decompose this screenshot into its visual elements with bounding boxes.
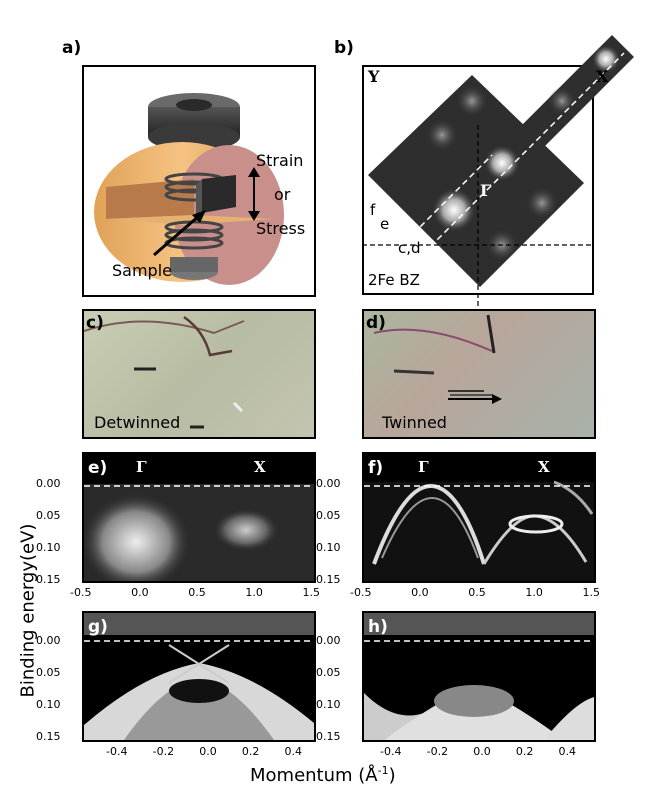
panel-f-gamma: Γ	[418, 458, 429, 476]
x-tick: 0.0	[411, 586, 429, 599]
gamma-label: Γ	[480, 181, 492, 200]
x-axis-title: Momentum (Å-1)	[250, 764, 396, 786]
y-ticks-h: 0.00 0.05 0.10 0.15	[316, 635, 341, 763]
panel-c-letter: c)	[86, 313, 104, 333]
x-tick: -0.4	[106, 745, 128, 758]
x-ticks-f: -0.5 0.0 0.5 1.0 1.5	[350, 586, 600, 599]
panel-f-letter: f)	[368, 458, 384, 478]
x-tick: 0.2	[241, 745, 260, 758]
y-tick: 0.10	[36, 698, 61, 711]
y-tick: 0.15	[36, 730, 61, 743]
x-tick: 1.0	[245, 586, 263, 599]
bz-label: 2Fe BZ	[368, 271, 420, 289]
panel-g-spectrum	[84, 613, 314, 740]
y-tick: 0.00	[316, 477, 341, 490]
sample-holder-illustration	[94, 93, 284, 285]
x-ticks-e: -0.5 0.0 0.5 1.0 1.5	[70, 586, 320, 599]
x-tick: -0.2	[152, 745, 175, 758]
y-tick: 0.05	[36, 509, 61, 522]
panel-b-letter: b)	[334, 38, 354, 58]
panel-e-spectrum	[84, 484, 314, 581]
panel-a-letter: a)	[62, 38, 82, 58]
y-tick: 0.05	[316, 666, 341, 679]
x-tick: 0.4	[558, 745, 577, 758]
panel-b-frame: Y M X Γ f e c,d 2Fe BZ	[362, 35, 634, 361]
x-tick: -0.5	[350, 586, 372, 599]
panel-f-frame: f) Γ X	[362, 452, 596, 583]
X-label: X	[596, 67, 609, 86]
x-tick: 0.0	[199, 745, 217, 758]
x-tick: 0.2	[515, 745, 534, 758]
panel-h-letter: h)	[368, 617, 388, 637]
cd-label: c,d	[398, 239, 421, 257]
x-tick: 0.5	[468, 586, 486, 599]
y-tick: 0.00	[36, 477, 61, 490]
y-ticks-e: 0.00 0.05 0.10 0.15	[36, 478, 61, 606]
x-tick: -0.4	[380, 745, 402, 758]
x-tick: 1.0	[525, 586, 543, 599]
x-tick: 0.4	[284, 745, 303, 758]
detwinned-label: Detwinned	[94, 413, 181, 432]
twinned-micrograph	[373, 314, 502, 404]
x-tick: 0.5	[188, 586, 206, 599]
y-tick: 0.00	[36, 634, 61, 647]
panel-h-spectrum	[364, 613, 594, 740]
panel-e-frame: e) Γ X	[82, 452, 316, 583]
x-ticks-h: -0.4 -0.2 0.0 0.2 0.4	[380, 745, 576, 758]
x-axis-title-sup: -1	[377, 764, 389, 777]
x-axis-title-main: Momentum (Å	[250, 765, 378, 786]
y-tick: 0.15	[36, 573, 61, 586]
fermi-map	[362, 35, 634, 361]
y-ticks-f: 0.00 0.05 0.10 0.15	[316, 478, 341, 606]
panel-g-frame: g)	[82, 611, 316, 742]
y-tick: 0.15	[316, 573, 341, 586]
e-label: e	[380, 215, 390, 233]
y-tick: 0.05	[36, 666, 61, 679]
x-tick: -0.2	[426, 745, 449, 758]
sample-label: Sample	[112, 261, 172, 280]
y-tick: 0.10	[36, 541, 61, 554]
y-tick: 0.15	[316, 730, 341, 743]
twinned-label: Twinned	[382, 413, 447, 432]
y-axis-title: Binding energy(eV)	[17, 523, 39, 698]
x-ticks-g: -0.4 -0.2 0.0 0.2 0.4	[106, 745, 302, 758]
panel-f-spectrum	[364, 480, 594, 581]
panel-a-frame: Strain or Stress Sample	[82, 65, 316, 297]
panel-e-gamma: Γ	[136, 458, 147, 476]
y-ticks-g: 0.00 0.05 0.10 0.15	[36, 635, 61, 763]
panel-f-x: X	[538, 458, 550, 476]
x-tick: -0.5	[70, 586, 92, 599]
strain-label: Strain	[256, 151, 304, 170]
x-tick: 1.5	[582, 586, 600, 599]
panel-d-frame: d) Twinned	[362, 309, 596, 439]
panel-c-frame: c) Detwinned	[82, 309, 316, 439]
x-tick: 0.0	[473, 745, 491, 758]
y-tick: 0.10	[316, 698, 341, 711]
or-label: or	[274, 185, 291, 204]
y-tick: 0.10	[316, 541, 341, 554]
x-tick: 1.5	[302, 586, 320, 599]
y-tick: 0.00	[316, 634, 341, 647]
panel-h-frame: h)	[362, 611, 596, 742]
panel-e-letter: e)	[88, 458, 108, 478]
x-tick: 0.0	[131, 586, 149, 599]
y-tick: 0.05	[316, 509, 341, 522]
panel-e-x: X	[254, 458, 266, 476]
M-label: M	[480, 67, 498, 86]
stress-label: Stress	[256, 219, 306, 238]
panel-g-letter: g)	[88, 617, 108, 637]
x-axis-title-end: )	[388, 765, 396, 786]
Y-label: Y	[368, 67, 380, 86]
f-label: f	[370, 201, 376, 219]
detwinned-micrograph	[84, 315, 245, 429]
panel-d-letter: d)	[366, 313, 386, 333]
